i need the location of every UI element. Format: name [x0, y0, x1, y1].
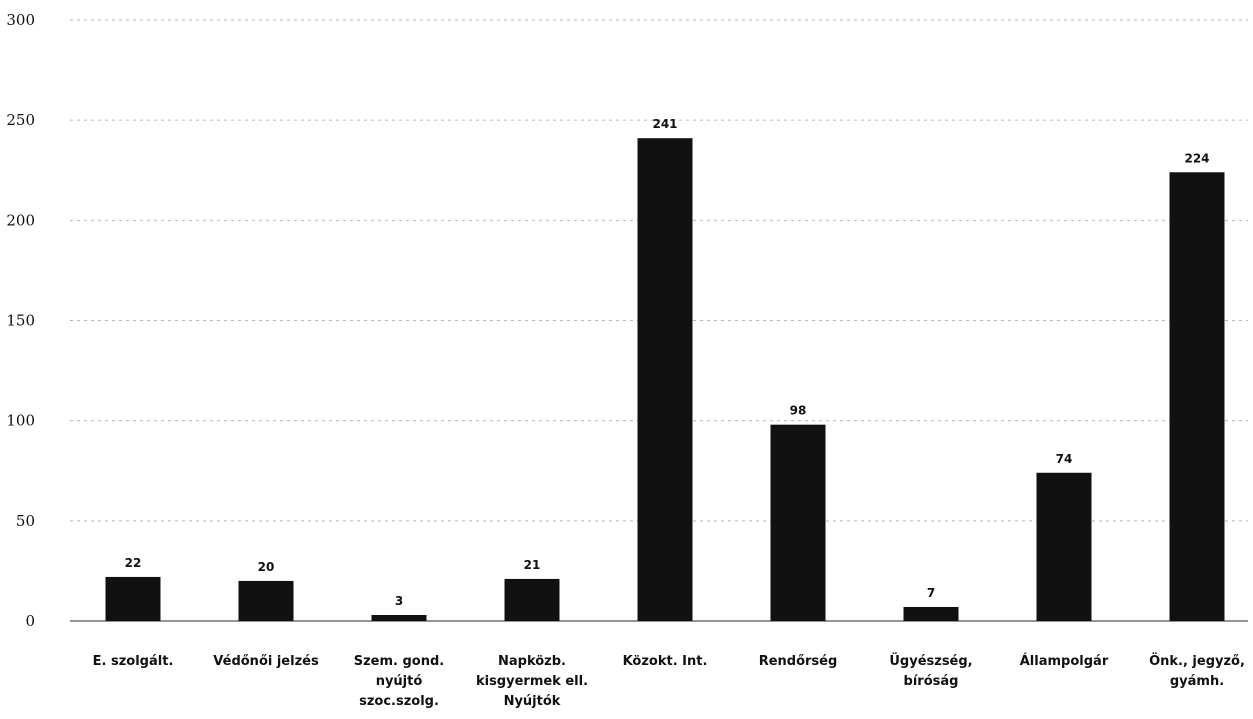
data-label-7: 74: [1056, 452, 1073, 466]
category-label-1: Védőnői jelzés: [213, 654, 319, 669]
y-tick-label-150: 150: [6, 312, 35, 330]
data-label-6: 7: [927, 586, 935, 600]
data-label-1: 20: [258, 560, 275, 574]
category-label-7: Állampolgár: [1020, 653, 1109, 669]
x-axis: E. szolgált. Védőnői jelzés Szem. gond. nyú…: [93, 653, 1245, 709]
bar-0: [105, 576, 161, 621]
bar-4: [637, 138, 693, 622]
category-label-2: Szem. gond. nyújtó szoc.szolg.: [354, 654, 445, 709]
data-label-4: 241: [652, 117, 677, 131]
y-tick-label-250: 250: [6, 111, 35, 129]
data-label-3: 21: [524, 558, 541, 572]
bar-3: [504, 578, 560, 621]
data-label-2: 3: [395, 594, 403, 608]
y-axis: 0 50 100 150 200 250 300: [6, 11, 35, 630]
y-tick-label-50: 50: [16, 512, 35, 530]
category-label-3: Napközb. kisgyermek ell. Nyújtók: [476, 654, 588, 709]
category-label-5: Rendőrség: [759, 654, 838, 669]
data-labels: 22 20 3 21 241 98 7 74 224: [125, 117, 1210, 608]
bar-1: [238, 580, 294, 621]
bar-8: [1169, 172, 1225, 621]
y-tick-label-200: 200: [6, 211, 35, 229]
data-label-5: 98: [790, 404, 807, 418]
category-label-6: Ügyészség, bíróság: [889, 653, 972, 689]
category-label-0: E. szolgált.: [93, 654, 174, 669]
bar-2: [371, 614, 427, 621]
bar-5: [770, 424, 826, 621]
bar-7: [1036, 472, 1092, 621]
y-tick-label-300: 300: [6, 11, 35, 29]
category-label-4: Közokt. Int.: [623, 654, 708, 669]
bar-6: [903, 606, 959, 621]
bars: [105, 138, 1225, 622]
y-tick-label-100: 100: [6, 412, 35, 430]
data-label-0: 22: [125, 556, 142, 570]
data-label-8: 224: [1184, 151, 1209, 165]
category-label-8: Önk., jegyző, gyámh.: [1149, 653, 1245, 689]
y-tick-label-0: 0: [25, 612, 35, 630]
